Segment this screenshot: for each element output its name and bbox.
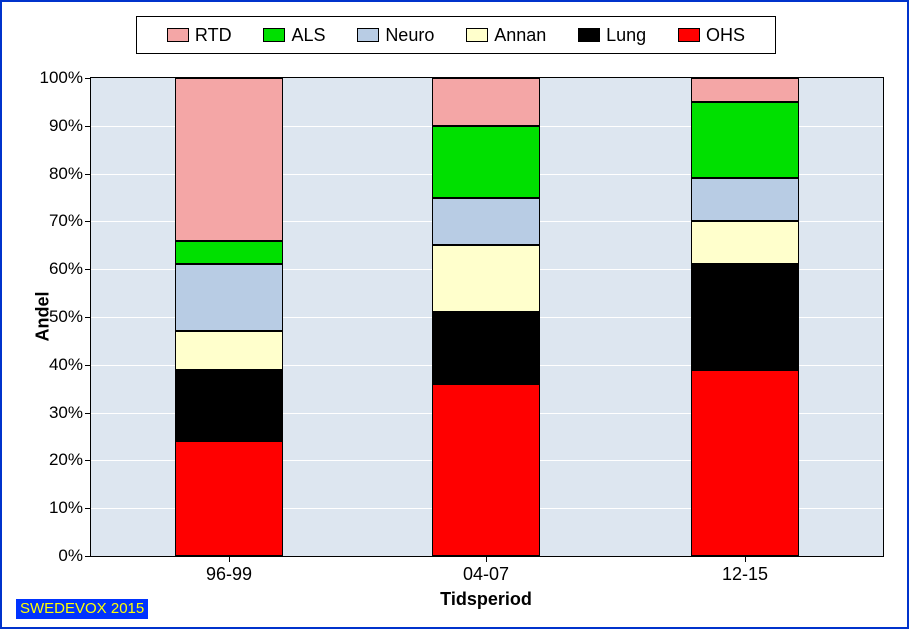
ytick-label: 100% [40, 68, 83, 88]
bar-group-96-99 [175, 78, 283, 556]
chart-frame: RTDALSNeuroAnnanLungOHS 0%10%20%30%40%50… [0, 0, 909, 629]
source-badge: SWEDEVOX 2015 [16, 599, 148, 619]
ytick-label: 10% [49, 498, 83, 518]
bar-seg-ohs [691, 370, 799, 556]
ytick-label: 90% [49, 116, 83, 136]
bar-seg-ohs [432, 384, 540, 556]
bar-seg-rtd [432, 78, 540, 126]
legend-item-rtd: RTD [167, 25, 232, 46]
ytick-label: 20% [49, 450, 83, 470]
legend-item-lung: Lung [578, 25, 646, 46]
bar-seg-als [432, 126, 540, 198]
bar-seg-rtd [691, 78, 799, 102]
legend-swatch-ohs [678, 28, 700, 42]
xtick-mark [486, 556, 487, 562]
legend-label-neuro: Neuro [385, 25, 434, 46]
xtick-mark [229, 556, 230, 562]
ytick-mark [85, 508, 91, 509]
ytick-label: 40% [49, 355, 83, 375]
ytick-mark [85, 556, 91, 557]
bar-group-12-15 [691, 78, 799, 556]
ytick-mark [85, 78, 91, 79]
legend: RTD ALS Neuro Annan Lung OHS [136, 16, 776, 54]
legend-swatch-annan [466, 28, 488, 42]
legend-label-rtd: RTD [195, 25, 232, 46]
ytick-label: 70% [49, 211, 83, 231]
plot-area: 0%10%20%30%40%50%60%70%80%90%100%96-9904… [90, 77, 884, 557]
ytick-label: 50% [49, 307, 83, 327]
ytick-mark [85, 413, 91, 414]
ytick-mark [85, 221, 91, 222]
x-axis-label: Tidsperiod [440, 589, 532, 610]
legend-item-ohs: OHS [678, 25, 745, 46]
ytick-mark [85, 126, 91, 127]
bar-seg-als [691, 102, 799, 178]
bar-seg-ohs [175, 441, 283, 556]
bar-seg-annan [432, 245, 540, 312]
ytick-mark [85, 317, 91, 318]
bar-seg-annan [691, 221, 799, 264]
ytick-mark [85, 460, 91, 461]
bar-seg-als [175, 241, 283, 265]
legend-label-annan: Annan [494, 25, 546, 46]
bar-seg-annan [175, 331, 283, 369]
legend-label-lung: Lung [606, 25, 646, 46]
legend-swatch-rtd [167, 28, 189, 42]
bar-seg-lung [691, 264, 799, 369]
legend-label-ohs: OHS [706, 25, 745, 46]
y-axis-label: Andel [33, 291, 54, 341]
legend-item-annan: Annan [466, 25, 546, 46]
ytick-label: 0% [58, 546, 83, 566]
bar-group-04-07 [432, 78, 540, 556]
legend-item-neuro: Neuro [357, 25, 434, 46]
bar-seg-neuro [175, 264, 283, 331]
bar-seg-neuro [691, 178, 799, 221]
bar-seg-lung [432, 312, 540, 384]
ytick-mark [85, 269, 91, 270]
legend-swatch-als [263, 28, 285, 42]
xtick-label: 04-07 [463, 564, 509, 585]
ytick-label: 60% [49, 259, 83, 279]
legend-label-als: ALS [291, 25, 325, 46]
ytick-label: 30% [49, 403, 83, 423]
ytick-mark [85, 365, 91, 366]
ytick-mark [85, 174, 91, 175]
bar-seg-neuro [432, 198, 540, 246]
legend-item-als: ALS [263, 25, 325, 46]
bar-seg-lung [175, 370, 283, 442]
xtick-label: 96-99 [206, 564, 252, 585]
legend-swatch-lung [578, 28, 600, 42]
bar-seg-rtd [175, 78, 283, 241]
legend-swatch-neuro [357, 28, 379, 42]
xtick-mark [745, 556, 746, 562]
ytick-label: 80% [49, 164, 83, 184]
xtick-label: 12-15 [722, 564, 768, 585]
